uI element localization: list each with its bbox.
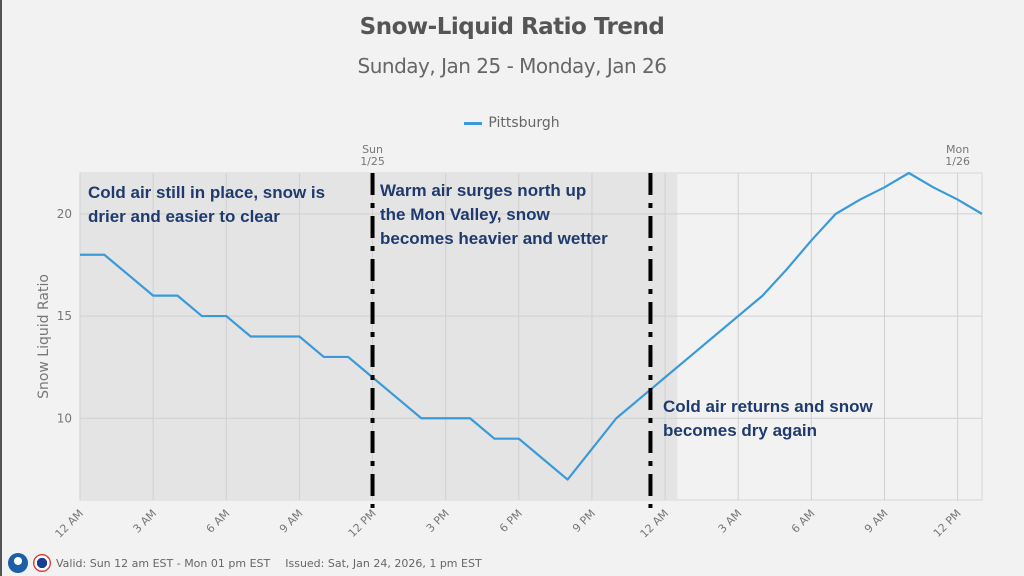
nws-logo-icon: [33, 554, 51, 572]
legend-label: Pittsburgh: [488, 115, 560, 131]
y-tick-label: 15: [57, 309, 72, 323]
annotation-return: becomes dry again: [663, 421, 817, 440]
shaded-region: [80, 173, 678, 500]
chart-subtitle: Sunday, Jan 25 - Monday, Jan 26: [357, 54, 667, 78]
x-tick-label: 12 AM: [638, 507, 672, 541]
x-tick-label: 9 AM: [862, 507, 891, 536]
annotation-warm: becomes heavier and wetter: [380, 229, 608, 248]
x-tick-label: 9 AM: [277, 507, 306, 536]
day-label-line2: 1/26: [945, 155, 970, 168]
chart-title: Snow-Liquid Ratio Trend: [359, 14, 665, 40]
annotation-warm: the Mon Valley, snow: [380, 205, 550, 224]
x-tick-label: 3 AM: [131, 507, 160, 536]
x-tick-label: 6 AM: [204, 507, 233, 536]
annotation-cold: drier and easier to clear: [88, 207, 280, 226]
valid-text: Valid: Sun 12 am EST - Mon 01 pm EST: [56, 556, 271, 570]
x-tick-label: 12 PM: [346, 507, 379, 540]
day-label-line1: Mon: [946, 143, 969, 156]
window-border: [0, 0, 2, 576]
x-tick-label: 12 AM: [53, 507, 87, 541]
x-tick-label: 6 AM: [789, 507, 818, 536]
series-line-pittsburgh: [80, 171, 983, 481]
legend-swatch-icon: [464, 121, 483, 125]
day-label-line1: Sun: [362, 143, 383, 156]
annotation-return: Cold air returns and snow: [663, 397, 873, 416]
x-tick-label: 6 PM: [497, 507, 525, 535]
x-tick-label: 3 AM: [716, 507, 745, 536]
noaa-logo-icon: [8, 553, 28, 573]
legend[interactable]: Pittsburgh: [0, 115, 1024, 131]
y-tick-label: 20: [57, 207, 72, 221]
x-tick-label: 3 PM: [424, 507, 452, 535]
x-tick-label: 12 PM: [931, 507, 964, 540]
y-tick-label: 10: [57, 411, 72, 425]
y-axis-label: Snow Liquid Ratio: [36, 274, 52, 399]
annotation-cold: Cold air still in place, snow is: [88, 183, 325, 202]
footer: Valid: Sun 12 am EST - Mon 01 pm EST Iss…: [8, 553, 482, 573]
day-label-line2: 1/25: [360, 155, 385, 168]
x-tick-label: 9 PM: [570, 507, 598, 535]
annotation-warm: Warm air surges north up: [380, 181, 586, 200]
issued-text: Issued: Sat, Jan 24, 2026, 1 pm EST: [285, 556, 482, 570]
